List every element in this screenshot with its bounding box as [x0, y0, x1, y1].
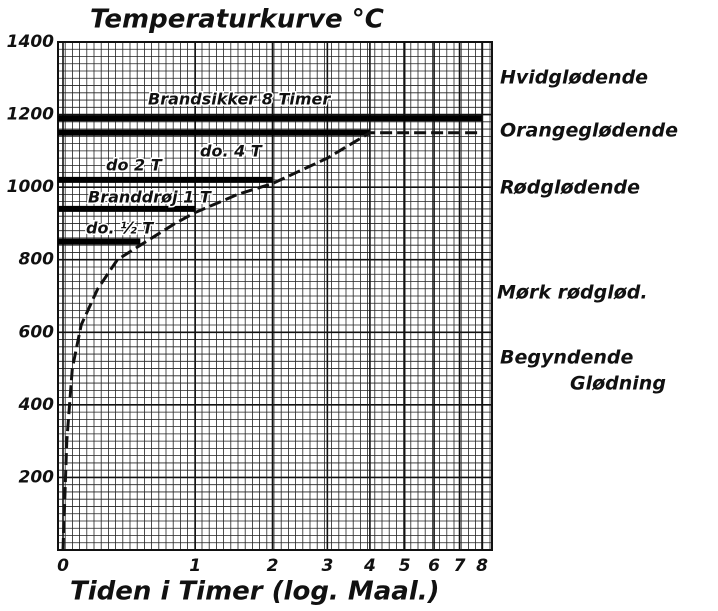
level-label: Branddrøj 1 T — [88, 188, 212, 207]
temperature-curve — [61, 131, 482, 551]
annotation: Glødning — [570, 373, 666, 395]
annotation: Begyndende — [500, 347, 633, 369]
annotation: Mørk rødglød. — [497, 282, 648, 304]
y-tick-label: 600 — [19, 322, 55, 342]
x-tick-label: 6 — [428, 556, 440, 576]
level-label: Brandsikker 8 Timer — [148, 90, 331, 109]
x-tick-label: 0 — [57, 556, 69, 576]
x-tick-label: 7 — [454, 556, 466, 576]
y-tick-label: 1000 — [7, 177, 54, 197]
y-tick-label: 800 — [19, 250, 55, 270]
annotation: Hvidglødende — [500, 67, 648, 89]
y-tick-label: 1400 — [7, 32, 54, 52]
x-tick-label: 2 — [267, 556, 279, 576]
chart-title: Temperaturkurve °C — [90, 5, 384, 35]
y-tick-label: 200 — [19, 467, 55, 487]
annotation: Rødglødende — [500, 177, 640, 199]
x-tick-label: 4 — [363, 556, 376, 576]
y-tick-label: 400 — [18, 395, 55, 415]
level-label: do. ½ T — [86, 219, 154, 238]
x-tick-label: 3 — [321, 556, 333, 576]
y-tick-label: 1200 — [7, 105, 54, 125]
level-label: do. 4 T — [200, 142, 263, 161]
x-axis-label: Tiden i Timer (log. Maal.) — [70, 577, 440, 607]
x-tick-label: 5 — [399, 556, 411, 576]
annotation: Orangeglødende — [500, 120, 678, 142]
x-tick-label: 1 — [189, 556, 201, 576]
x-tick-label: 8 — [476, 556, 488, 576]
level-label: do 2 T — [106, 156, 163, 175]
